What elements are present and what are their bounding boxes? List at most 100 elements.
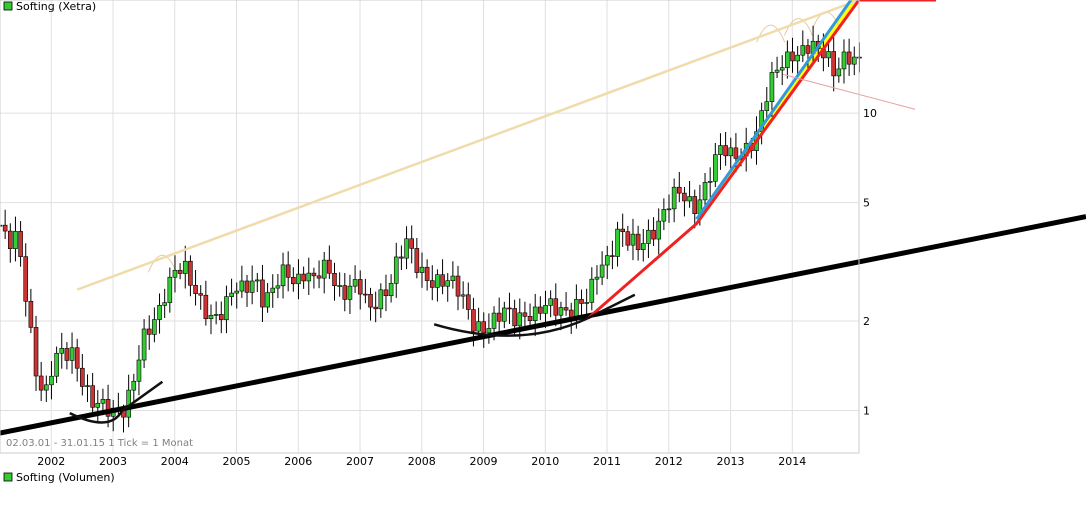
- candle-up: [393, 256, 399, 284]
- trendlines: [0, 0, 1086, 436]
- candle-up: [270, 287, 276, 293]
- candle-up: [59, 348, 65, 354]
- candle-up: [543, 305, 548, 314]
- candle-up: [517, 312, 523, 327]
- candle-up: [44, 384, 49, 391]
- blue-trendline: [695, 0, 853, 221]
- candle-up: [502, 307, 507, 322]
- candle-up: [779, 67, 785, 71]
- candle-down: [692, 196, 698, 215]
- candle-up: [224, 296, 229, 321]
- candle-down: [471, 309, 476, 332]
- candle-up: [713, 154, 718, 182]
- candle-down: [368, 293, 373, 308]
- candle-up: [85, 385, 90, 387]
- thin-pink-line: [782, 73, 916, 110]
- candle-down: [193, 284, 198, 294]
- candle-up: [229, 292, 234, 297]
- candle-down: [399, 256, 404, 259]
- candle-up: [615, 228, 620, 257]
- candle-down: [218, 314, 224, 321]
- candle-down: [18, 231, 23, 257]
- candle-down: [625, 231, 631, 246]
- candle-up: [136, 359, 142, 382]
- candle-up: [486, 328, 492, 334]
- chart-annotations-back: [147, 0, 946, 273]
- candle-up: [182, 260, 188, 274]
- candle-down: [332, 272, 337, 287]
- y-tick-label: 2: [863, 315, 870, 328]
- candle-up: [841, 51, 847, 70]
- candle-up: [491, 312, 497, 329]
- y-tick-label: 10: [863, 107, 877, 120]
- candles: [0, 25, 862, 433]
- candle-up: [594, 276, 600, 280]
- candle-down: [846, 51, 852, 65]
- candle-up: [656, 220, 662, 240]
- candle-down: [327, 259, 332, 274]
- candle-down: [466, 294, 471, 310]
- candle-up: [769, 72, 775, 102]
- candle-up: [435, 274, 440, 288]
- candle-up: [604, 255, 610, 266]
- candle-up: [532, 306, 538, 321]
- chart-grid: [0, 0, 859, 453]
- candle-down: [105, 399, 111, 417]
- candle-up: [131, 380, 137, 391]
- candle-up: [851, 56, 857, 65]
- candle-up: [167, 276, 173, 303]
- candle-up: [234, 290, 240, 294]
- candle-down: [301, 273, 306, 282]
- candle-down: [831, 51, 836, 77]
- candle-down: [455, 275, 461, 297]
- volume-legend-swatch: [3, 472, 13, 482]
- bowl-curve: [433, 293, 636, 337]
- candle-up: [296, 273, 301, 285]
- candle-up: [826, 51, 831, 59]
- candle-up: [584, 302, 589, 304]
- candle-up: [388, 283, 394, 297]
- candle-down: [527, 316, 533, 321]
- resistance-arc: [784, 18, 813, 36]
- plot-border: [0, 0, 860, 454]
- candle-up: [157, 305, 162, 320]
- candle-down: [244, 280, 250, 293]
- info-text: 02.03.01 - 31.01.15 1 Tick = 1 Monat: [6, 438, 193, 449]
- candle-up: [265, 292, 270, 308]
- candle-up: [321, 259, 327, 279]
- candle-up: [630, 233, 636, 246]
- candle-up: [100, 399, 106, 404]
- candle-up: [49, 375, 54, 386]
- x-tick-label: 2013: [717, 455, 745, 468]
- candle-up: [774, 69, 780, 73]
- candle-down: [383, 289, 389, 297]
- candle-up: [666, 208, 672, 211]
- candle-down: [260, 279, 265, 308]
- axes: [0, 0, 860, 454]
- candle-down: [424, 266, 430, 281]
- candle-up: [589, 278, 595, 303]
- y-axis-labels: 1 2 5 10: [863, 107, 877, 417]
- candle-up: [54, 352, 59, 377]
- chart-title: Softing (Xetra): [16, 0, 96, 13]
- candle-up: [718, 145, 723, 155]
- x-tick-label: 2004: [161, 455, 189, 468]
- candle-up: [764, 101, 770, 111]
- candle-down: [74, 347, 80, 369]
- candle-up: [208, 315, 214, 320]
- candle-down: [363, 293, 368, 296]
- x-tick-label: 2012: [655, 455, 683, 468]
- x-tick-label: 2007: [346, 455, 374, 468]
- candle-up: [671, 186, 677, 210]
- y-tick-label: 1: [863, 405, 870, 418]
- candle-down: [805, 45, 811, 54]
- candle-up: [785, 51, 790, 68]
- candle-down: [440, 274, 445, 287]
- candle-up: [599, 264, 605, 278]
- volume-legend-label: Softing (Volumen): [16, 471, 115, 484]
- candle-down: [723, 145, 728, 157]
- candle-up: [728, 147, 734, 157]
- candle-down: [285, 264, 291, 278]
- candle-down: [563, 307, 569, 311]
